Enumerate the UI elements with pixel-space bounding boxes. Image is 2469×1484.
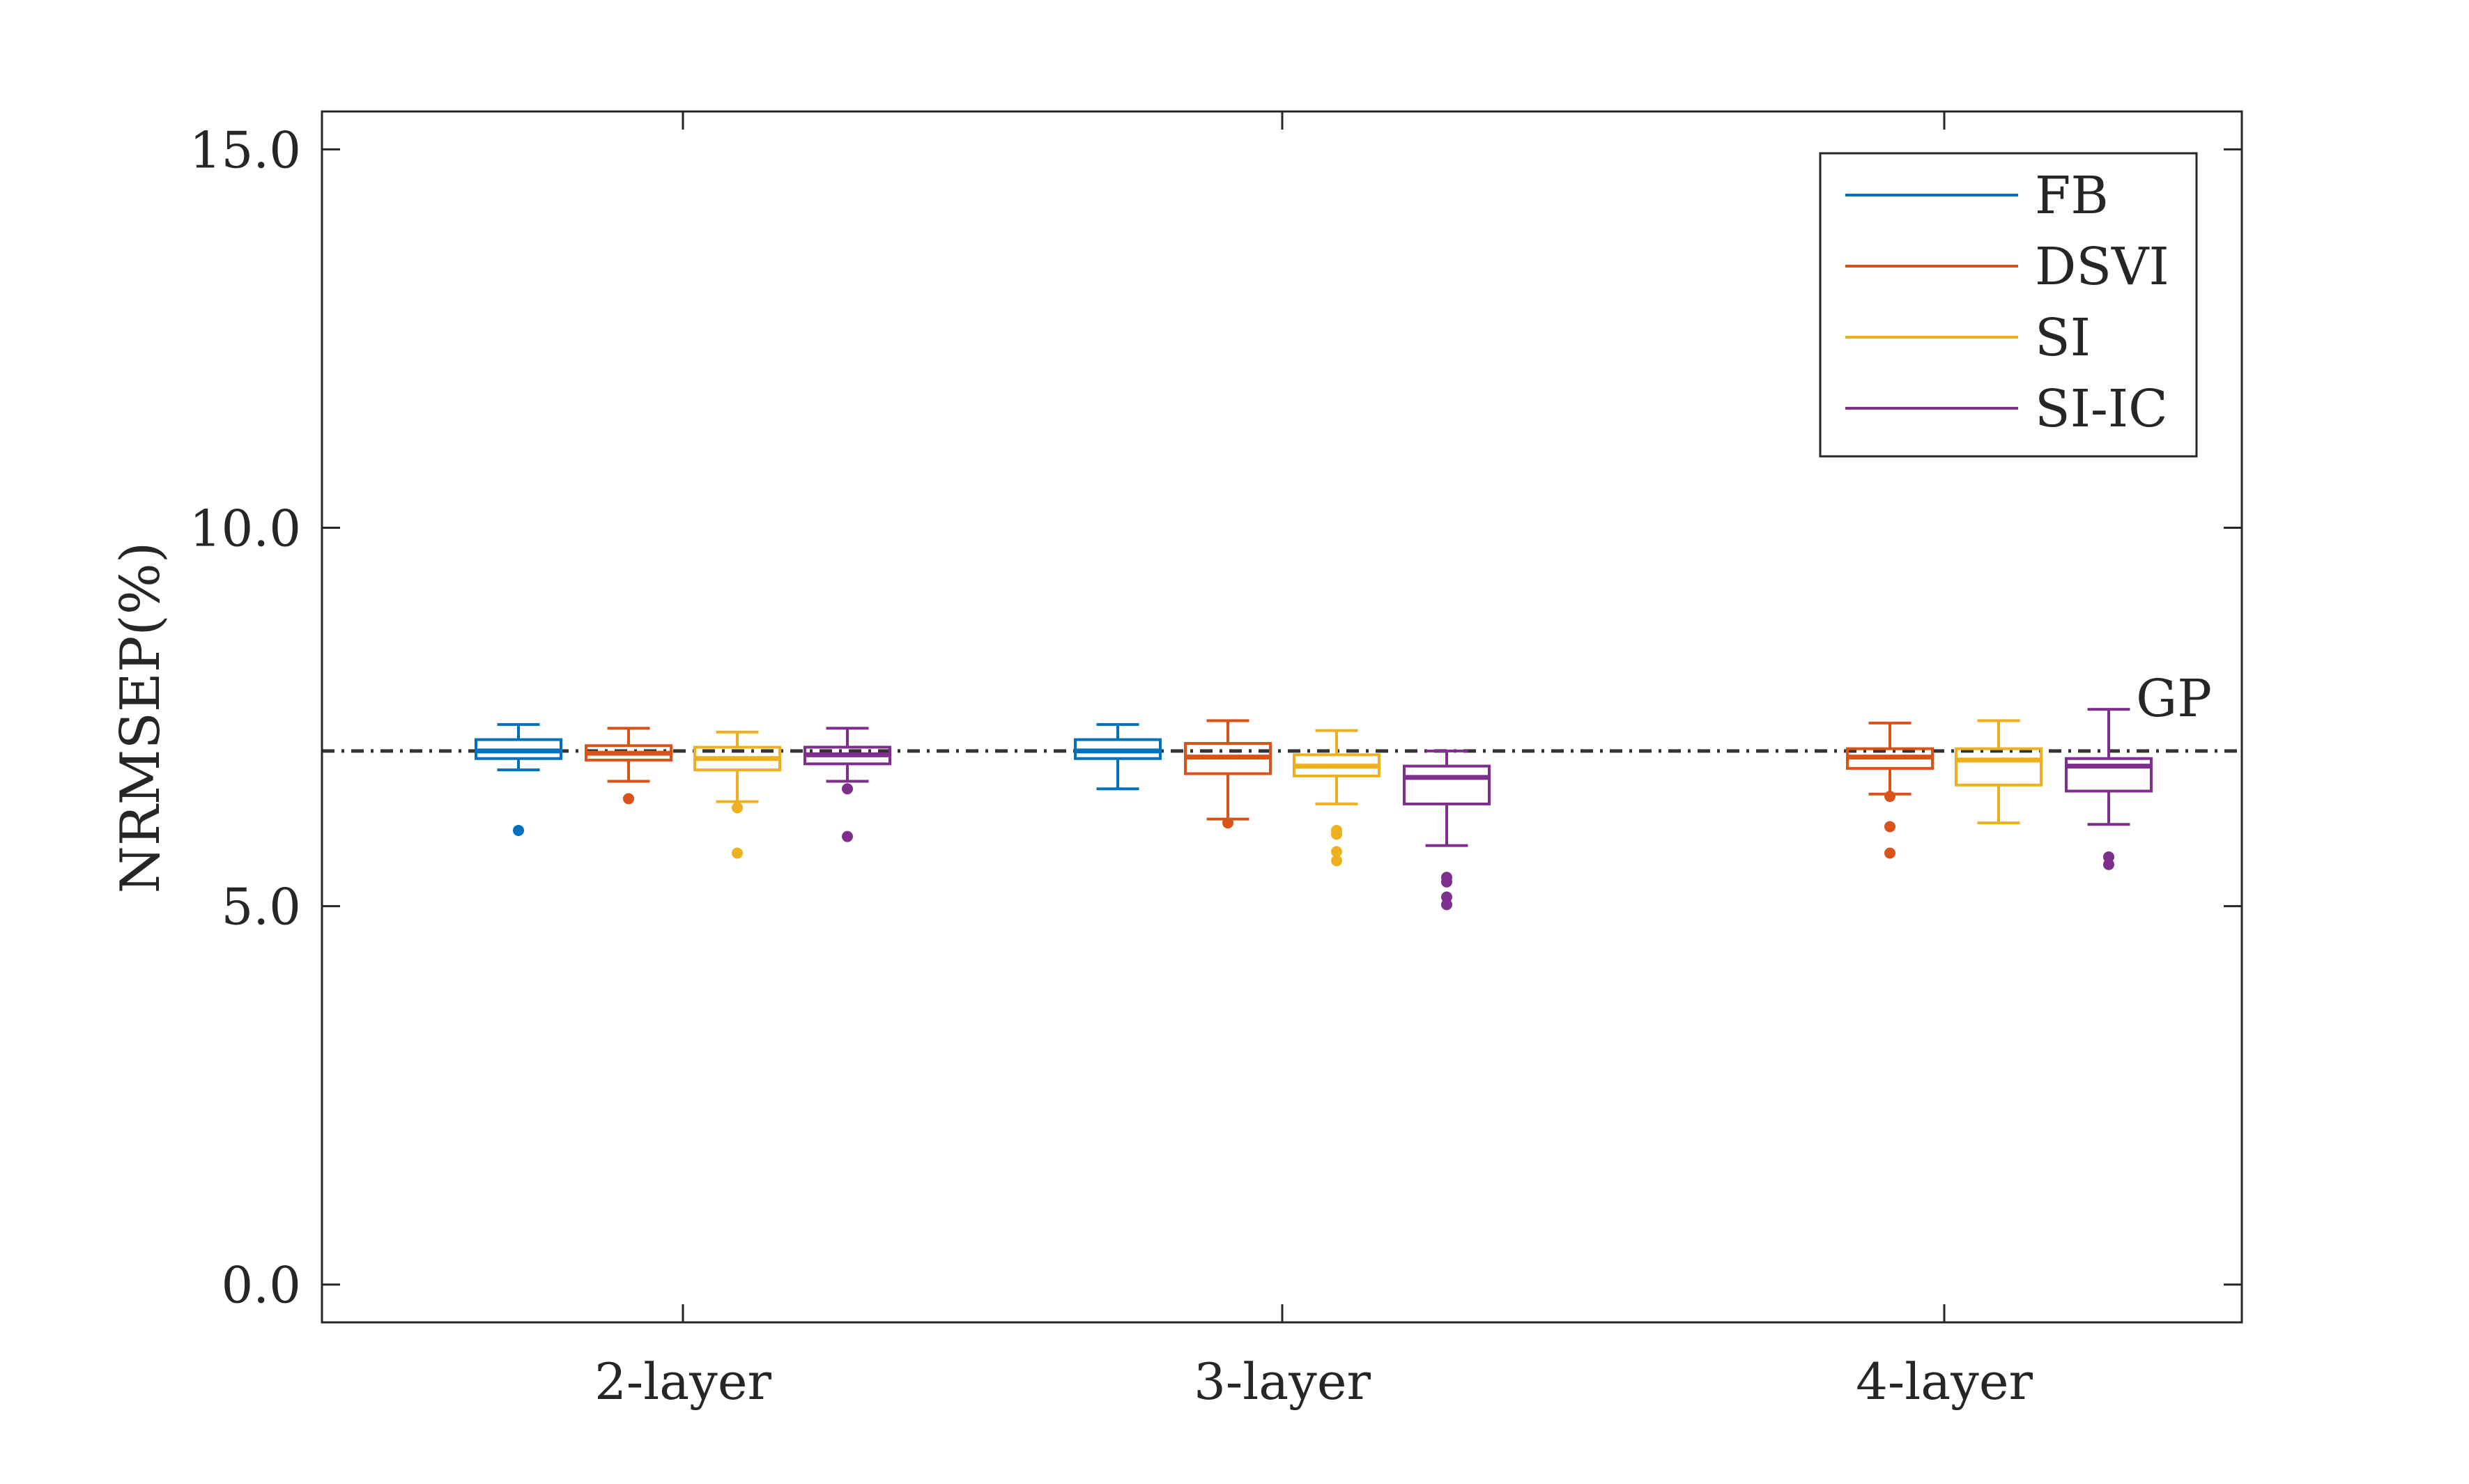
gp-reference-label: GP xyxy=(2136,669,2212,729)
iqr-box xyxy=(1955,747,2043,787)
axes-layer: 0.0 5.0 10.0 15.0 2-layer 3-layer 4-layer xyxy=(190,111,2242,1411)
box-layer xyxy=(475,708,2153,911)
legend: FB DSVI SI SI-IC xyxy=(1819,152,2198,458)
outlier-point xyxy=(732,802,743,814)
box-si-ic-4-layer xyxy=(2065,708,2153,870)
outlier-point xyxy=(1331,828,1342,840)
box-si-4-layer xyxy=(1955,719,2043,825)
legend-frame xyxy=(1819,152,2198,458)
box-si-2-layer xyxy=(693,730,781,859)
outlier-point xyxy=(842,830,853,842)
y-axis-label: NRMSEP(%) xyxy=(109,542,172,894)
outlier-point xyxy=(732,847,743,859)
outlier-point xyxy=(1331,846,1342,858)
x-tick-label: 2-layer xyxy=(594,1352,771,1411)
y-tick-label: 10.0 xyxy=(190,499,301,557)
outlier-point xyxy=(623,793,634,805)
box-fb-3-layer xyxy=(1074,722,1162,791)
legend-label-si: SI xyxy=(2035,308,2091,368)
box-dsvi-2-layer xyxy=(585,727,672,805)
reference-layer: GP xyxy=(322,669,2242,753)
legend-label-si-ic: SI-IC xyxy=(2035,379,2168,439)
iqr-box xyxy=(2065,757,2153,793)
x-tick-label: 3-layer xyxy=(1194,1352,1371,1411)
outlier-point xyxy=(1331,855,1342,867)
box-dsvi-4-layer xyxy=(1846,721,1934,859)
box-si-ic-3-layer xyxy=(1403,749,1491,911)
iqr-box xyxy=(1403,764,1491,805)
outlier-point xyxy=(1884,821,1895,833)
box-fb-2-layer xyxy=(475,722,562,836)
outlier-point xyxy=(1441,899,1452,911)
outlier-point xyxy=(2103,858,2114,870)
outlier-point xyxy=(1222,817,1233,829)
y-tick-label: 5.0 xyxy=(221,878,301,936)
legend-label-dsvi: DSVI xyxy=(2035,237,2169,297)
box-si-3-layer xyxy=(1293,729,1380,867)
x-tick-label: 4-layer xyxy=(1856,1352,2033,1411)
box-dsvi-3-layer xyxy=(1184,719,1272,829)
legend-label-fb: FB xyxy=(2035,166,2109,226)
outlier-point xyxy=(1884,847,1895,859)
y-tick-label: 15.0 xyxy=(190,121,301,179)
outlier-point xyxy=(513,824,524,836)
y-tick-label: 0.0 xyxy=(221,1256,301,1315)
outlier-point xyxy=(1441,876,1452,888)
box-si-ic-2-layer xyxy=(803,727,891,842)
outlier-point xyxy=(1884,791,1895,803)
outlier-point xyxy=(842,783,853,795)
